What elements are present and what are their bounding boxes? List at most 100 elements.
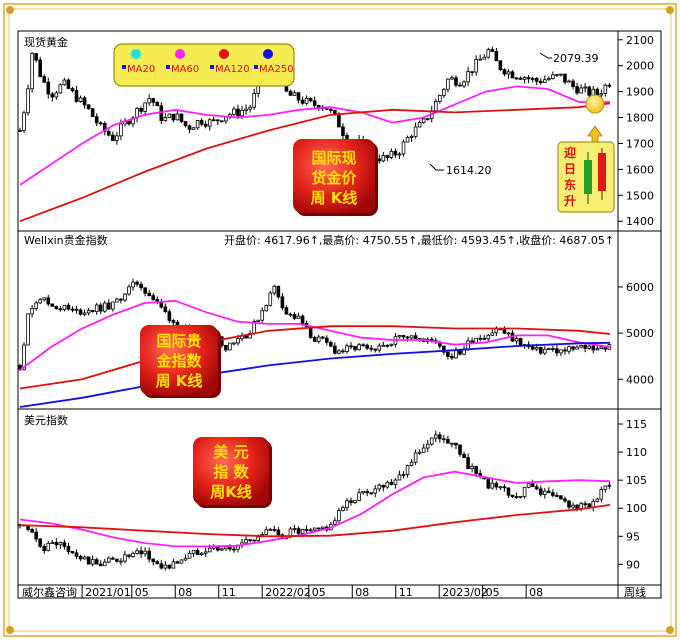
candle-body	[236, 338, 240, 344]
candle-body	[498, 486, 503, 489]
candle-body	[292, 92, 297, 96]
candle-body	[446, 351, 450, 357]
x-tick-label: 2022/02	[265, 586, 311, 599]
candle-body	[559, 349, 563, 354]
candle-body	[514, 338, 519, 342]
candle-body	[26, 88, 30, 114]
candle-body	[90, 310, 95, 312]
candle-body	[312, 100, 317, 106]
footer-period: 周线	[624, 585, 646, 599]
candle-body	[244, 539, 248, 544]
candle-body	[175, 113, 180, 121]
candle-body	[70, 88, 75, 91]
candle-body	[526, 483, 531, 488]
candle-body	[377, 158, 382, 162]
candle-body	[417, 122, 422, 128]
y-tick-label: 1600	[626, 163, 654, 176]
candle-body	[54, 542, 59, 546]
candle-body	[54, 92, 59, 98]
candle-body	[111, 301, 115, 310]
candle-body	[357, 344, 361, 351]
candle-body	[268, 528, 273, 531]
legend-label: MA120	[215, 64, 250, 75]
candle-body	[425, 118, 430, 120]
candle-body	[191, 550, 196, 554]
candle-body	[199, 552, 204, 555]
candle-body	[175, 561, 180, 564]
candle-body	[518, 496, 523, 498]
candle-body	[22, 344, 26, 370]
candle-body	[115, 298, 119, 303]
candle-body	[50, 542, 55, 544]
candle-body	[571, 504, 575, 508]
ma-legend: MA20 MA60 MA120 MA250	[113, 43, 295, 87]
candle-body	[98, 122, 103, 125]
candle-body	[462, 453, 466, 458]
candle-body	[490, 332, 495, 336]
candle-body	[228, 546, 232, 550]
candle-body	[288, 90, 293, 96]
legend-label: MA20	[127, 64, 155, 75]
candle-body	[591, 88, 596, 96]
candle-body	[526, 77, 531, 80]
gold-badge: 国际现 货金价 周 K线	[293, 139, 378, 216]
candle-body	[280, 296, 285, 309]
candle-body	[203, 123, 208, 127]
candle-body	[567, 500, 571, 508]
candle-body	[442, 345, 446, 353]
candle-body	[337, 510, 341, 522]
candle-body	[232, 548, 236, 551]
candle-body	[135, 550, 139, 554]
candle-body	[442, 88, 446, 96]
candle-body	[248, 106, 252, 110]
candle-body	[575, 504, 579, 510]
candle-body	[587, 345, 591, 349]
x-tick-label: 11	[222, 586, 236, 599]
candle-body	[385, 155, 390, 158]
candle-body	[272, 285, 277, 294]
svg-text:美 元: 美 元	[213, 443, 248, 461]
ohlc-readout: 开盘价: 4617.96↑,最高价: 4750.55↑,最低价: 4593.45…	[224, 233, 614, 247]
x-tick-label: 05	[312, 586, 326, 599]
candle-body	[90, 108, 95, 118]
candle-body	[563, 349, 567, 352]
candle-body	[506, 487, 511, 496]
candle-body	[183, 557, 188, 561]
candle-body	[34, 302, 38, 309]
candle-body	[70, 308, 75, 311]
sun-rising-badge: 迎 日 东 升	[557, 94, 615, 213]
candle-body	[127, 554, 131, 557]
candle-body	[514, 77, 519, 80]
candle-body	[333, 109, 337, 115]
candle-body	[244, 108, 248, 111]
candle-body	[86, 310, 91, 314]
candle-body	[38, 538, 42, 547]
candle-body	[595, 498, 600, 502]
candle-body	[603, 485, 608, 490]
candle-body	[199, 120, 204, 125]
candle-body	[42, 545, 47, 551]
candle-body	[216, 119, 220, 122]
candle-body	[530, 483, 535, 488]
x-tick-label: 2021/01	[85, 586, 131, 599]
candle-body	[514, 496, 519, 498]
candle-body	[369, 492, 374, 495]
candle-body	[534, 347, 539, 350]
candle-body	[433, 100, 438, 112]
candle-body	[409, 461, 414, 466]
candle-body	[102, 302, 107, 312]
candle-body	[518, 77, 523, 80]
candle-body	[107, 302, 111, 310]
y-tick-label: 100	[626, 502, 647, 515]
candle-body	[502, 486, 507, 489]
candle-body	[563, 73, 567, 83]
candle-body	[466, 71, 470, 83]
candle-body	[341, 506, 345, 511]
x-tick-label: 08	[178, 586, 192, 599]
x-tick-label: 11	[399, 586, 413, 599]
candle-body	[155, 561, 160, 565]
candle-body	[486, 334, 491, 340]
candle-body	[300, 529, 305, 534]
candle-body	[151, 98, 156, 103]
candle-body	[256, 536, 260, 541]
